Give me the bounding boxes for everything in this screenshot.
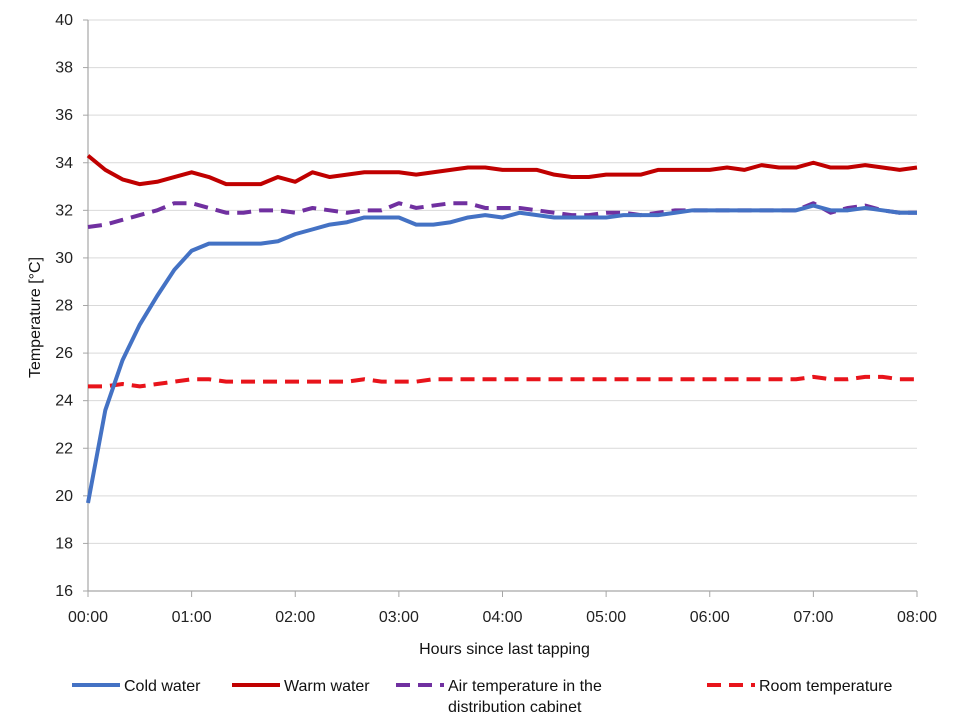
series-lines — [86, 154, 918, 504]
legend-label: Warm water — [284, 678, 370, 695]
x-tick-label: 08:00 — [897, 609, 937, 626]
x-tick-label: 00:00 — [68, 609, 108, 626]
x-tick-label: 01:00 — [172, 609, 212, 626]
x-tick-label: 07:00 — [793, 609, 833, 626]
y-tick-label: 24 — [55, 393, 73, 410]
legend-label: distribution cabinet — [448, 699, 582, 716]
legend-label: Air temperature in the — [448, 678, 602, 695]
y-tick-label: 26 — [55, 345, 73, 362]
y-tick-label: 38 — [55, 60, 73, 77]
series-line-room-temperature — [88, 374, 917, 389]
x-axis-title: Hours since last tapping — [419, 641, 590, 658]
gridlines — [88, 19, 917, 544]
legend-item: Room temperature — [707, 678, 892, 695]
series-line-warm-water — [86, 154, 918, 187]
legend: Cold water Warm water Air temperature in t… — [72, 678, 892, 716]
y-tick-label: 18 — [55, 535, 73, 552]
y-tick-label: 36 — [55, 107, 73, 124]
y-tick-label: 20 — [55, 488, 73, 505]
axes — [83, 19, 918, 597]
tick-labels: 16 18 20 22 24 26 28 30 32 34 36 38 40 00:00 01:00 02:0… — [55, 12, 937, 626]
legend-item: Warm water — [232, 678, 370, 695]
x-tick-label: 06:00 — [690, 609, 730, 626]
y-tick-label: 30 — [55, 250, 73, 267]
y-tick-label: 40 — [55, 12, 73, 29]
x-tick-label: 05:00 — [586, 609, 626, 626]
x-tick-label: 03:00 — [379, 609, 419, 626]
y-tick-label: 22 — [55, 440, 73, 457]
y-tick-label: 34 — [55, 155, 73, 172]
x-tick-label: 04:00 — [482, 609, 522, 626]
x-tick-label: 02:00 — [275, 609, 315, 626]
series-line-cold-water — [86, 203, 917, 504]
y-tick-label: 16 — [55, 583, 73, 600]
legend-label: Room temperature — [759, 678, 892, 695]
y-tick-label: 32 — [55, 202, 73, 219]
legend-item: Cold water — [72, 678, 201, 695]
legend-label: Cold water — [124, 678, 201, 695]
y-axis-title: Temperature [°C] — [27, 257, 44, 378]
legend-item: Air temperature in the distribution cabin… — [396, 678, 602, 716]
series-line-air-temperature-in-the-distribution-cabinet — [87, 201, 917, 229]
y-tick-label: 28 — [55, 298, 73, 315]
